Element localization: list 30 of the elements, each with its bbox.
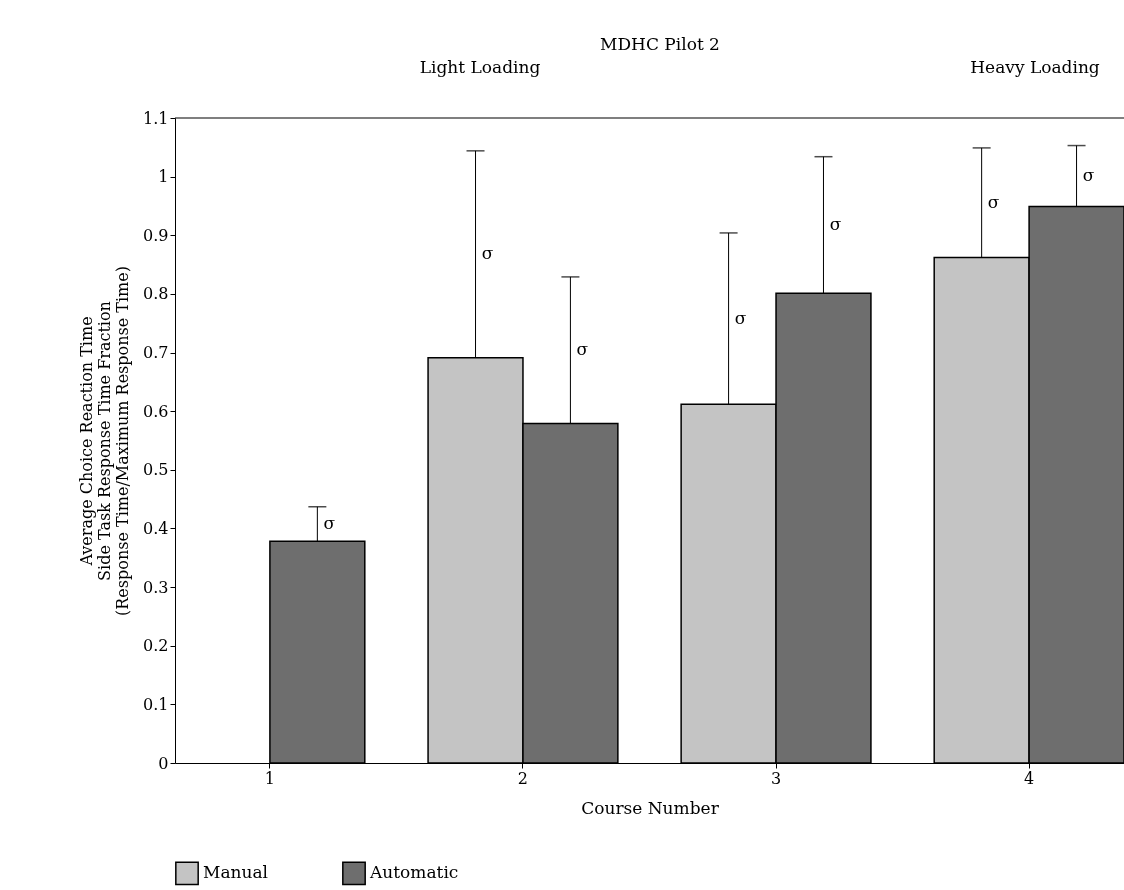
legend-label: Automatic: [369, 862, 459, 883]
y-tick-label: 0.2: [143, 636, 169, 656]
y-tick-label: 1: [158, 167, 169, 187]
y-axis-title: Average Choice Reaction Time Side Task Response Time Fraction (Response Time/Maximum Response Time): [77, 266, 133, 616]
y-tick-label: 0.4: [143, 518, 169, 538]
annotation: σ: [323, 513, 336, 534]
text: Heavy Loading: [970, 57, 1100, 77]
legend-label: Manual: [203, 862, 269, 883]
annotation: σ: [576, 339, 589, 360]
y-tick-label: 0: [158, 753, 169, 773]
y-tick-label: 0.1: [143, 694, 169, 714]
y-tick-label: 0.3: [143, 577, 169, 597]
x-tick-label: 1: [264, 768, 275, 788]
x-axis-title: Course Number: [581, 797, 720, 818]
x-tick-label: 2: [517, 768, 529, 788]
text: Light Loading: [419, 57, 541, 77]
chart-title: MDHC Pilot 2: [600, 34, 720, 54]
annotation: σ: [734, 307, 747, 328]
x-tick-label: 3: [770, 768, 782, 788]
y-tick-label: 0.9: [143, 225, 169, 245]
annotation: σ: [987, 191, 1000, 212]
y-tick-label: 0.7: [143, 343, 169, 363]
y-tick-label: 0.5: [143, 460, 169, 480]
annotation: σ: [481, 243, 494, 264]
y-tick-label: 0.6: [143, 401, 169, 421]
annotation: σ: [829, 214, 842, 235]
x-tick-label: 4: [1024, 768, 1035, 788]
y-tick-label: 0.8: [143, 284, 169, 304]
annotation: σ: [1082, 165, 1095, 186]
y-tick-label: 1.1: [143, 108, 169, 128]
